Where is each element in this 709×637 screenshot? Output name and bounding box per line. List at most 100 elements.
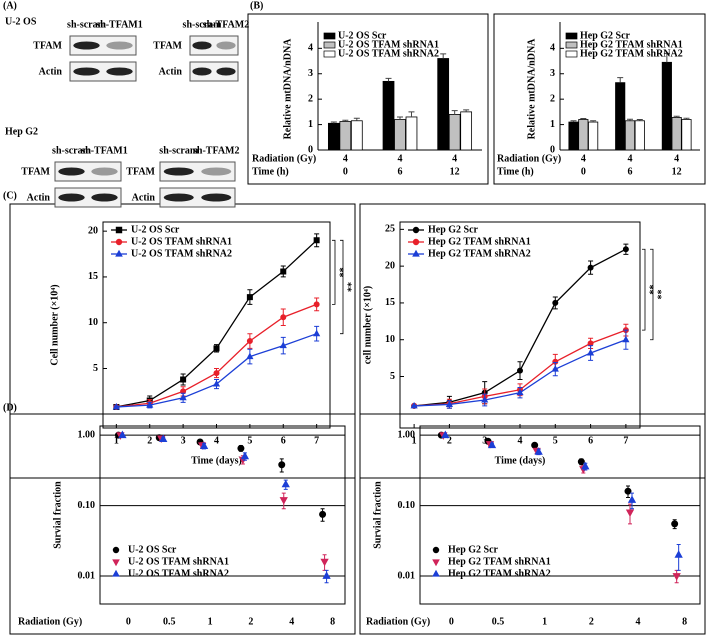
x-tick-label: 12 — [672, 166, 682, 177]
x-tick-label: 5 — [553, 435, 558, 446]
blot-strip — [189, 35, 239, 56]
x-row-title: Radiation (Gy) — [252, 153, 316, 164]
marker — [674, 550, 683, 558]
lane-label: sh-scram — [183, 19, 223, 30]
marker — [481, 396, 489, 403]
marker — [240, 451, 250, 460]
y-tick-label: 1 — [550, 119, 555, 130]
blot-strip — [54, 161, 122, 182]
series-line — [414, 248, 627, 407]
y-tick-label: 5 — [390, 371, 395, 382]
legend-swatch — [565, 50, 578, 58]
y-tick-label: 2 — [308, 93, 313, 104]
x-tick-label: 4 — [343, 153, 348, 164]
marker — [432, 569, 440, 577]
marker — [112, 569, 120, 577]
panel-frame — [493, 13, 706, 185]
cell-line-label: U-2 OS — [5, 16, 37, 27]
bar — [634, 120, 645, 151]
marker — [115, 238, 123, 246]
marker — [581, 461, 590, 470]
y-tick-label: 25 — [385, 224, 395, 235]
legend-swatch — [565, 41, 578, 49]
legend-label: Hep G2 Scr — [448, 544, 499, 555]
x-tick-label: 4 — [518, 435, 523, 446]
legend-label: U-2 OS TFAM shRNA2 — [131, 248, 232, 259]
y-tick-label: 3 — [308, 68, 313, 79]
error-bar — [580, 117, 587, 120]
x-tick-label: 8 — [330, 616, 335, 627]
legend-label: U-2 OS Scr — [131, 224, 180, 235]
x-tick-label: 8 — [682, 616, 687, 627]
x-tick-label: 1 — [412, 435, 417, 446]
marker — [445, 400, 454, 407]
bar — [339, 121, 352, 151]
marker — [412, 238, 420, 246]
marker — [516, 367, 524, 374]
bar — [624, 120, 636, 151]
bar — [671, 117, 682, 151]
error-bar — [673, 115, 680, 118]
row-label: Actin — [159, 66, 183, 77]
marker — [213, 370, 220, 377]
marker — [534, 447, 543, 455]
plot-frame — [419, 425, 701, 605]
marker — [146, 401, 154, 408]
y-tick-label: 10 — [88, 317, 98, 328]
marker — [587, 264, 594, 271]
bar — [382, 80, 395, 151]
bar — [681, 119, 692, 151]
x-tick-label: 6 — [628, 166, 633, 177]
x-tick-label: 2 — [447, 435, 452, 446]
row-label: TFAM — [153, 40, 182, 51]
y-tick-label: 2 — [550, 93, 555, 104]
y-tick-label: 1.00 — [78, 429, 96, 440]
x-tick-label: 0 — [343, 166, 348, 177]
error-bar — [683, 117, 690, 120]
marker — [627, 495, 637, 503]
x-tick-label: 2 — [147, 435, 152, 446]
blot-band — [73, 41, 100, 50]
blot-band — [201, 167, 232, 176]
marker — [624, 487, 632, 495]
blot-strip — [159, 187, 236, 208]
legend-swatch — [323, 50, 336, 58]
x-tick-label: 0 — [449, 616, 454, 627]
y-tick-label: 20 — [88, 225, 98, 236]
y-tick-label: 10 — [385, 334, 395, 345]
y-tick-label: 3 — [550, 68, 555, 79]
x-tick-label: 4 — [398, 153, 403, 164]
blot-strip — [189, 61, 239, 82]
bracket — [642, 248, 646, 331]
marker — [586, 348, 595, 356]
y-axis-label: cell number (×10⁴) — [362, 286, 373, 365]
lane-label: sh-TFAM1 — [96, 19, 142, 30]
y-tick-label: 15 — [385, 297, 395, 308]
marker — [487, 440, 497, 449]
bar — [615, 82, 626, 151]
x-axis-label: Radiation (Gy) — [18, 616, 82, 627]
blot-strip — [69, 35, 137, 56]
panel-label: (A) — [3, 0, 17, 11]
marker — [246, 352, 254, 360]
panel-label: (B) — [250, 0, 263, 11]
marker — [280, 314, 287, 321]
legend-label: Hep G2 TFAM shRNA2 — [580, 48, 683, 59]
x-tick-label: 1 — [208, 616, 213, 627]
marker — [672, 573, 681, 581]
row-label: Actin — [39, 66, 63, 77]
error-bar — [617, 77, 624, 83]
row-label: Actin — [27, 192, 51, 203]
x-tick-label: 1 — [542, 616, 547, 627]
bar — [460, 111, 473, 151]
annotation: ** — [334, 267, 345, 277]
marker — [622, 335, 630, 343]
marker — [432, 559, 440, 567]
marker — [213, 345, 220, 352]
blot-band — [106, 67, 133, 76]
x-tick-label: 0 — [126, 616, 131, 627]
x-tick-label: 4 — [674, 153, 679, 164]
lane-label: sh-TFAM2 — [203, 19, 249, 30]
x-row-title: Time (h) — [252, 166, 289, 177]
x-tick-label: 12 — [450, 166, 460, 177]
